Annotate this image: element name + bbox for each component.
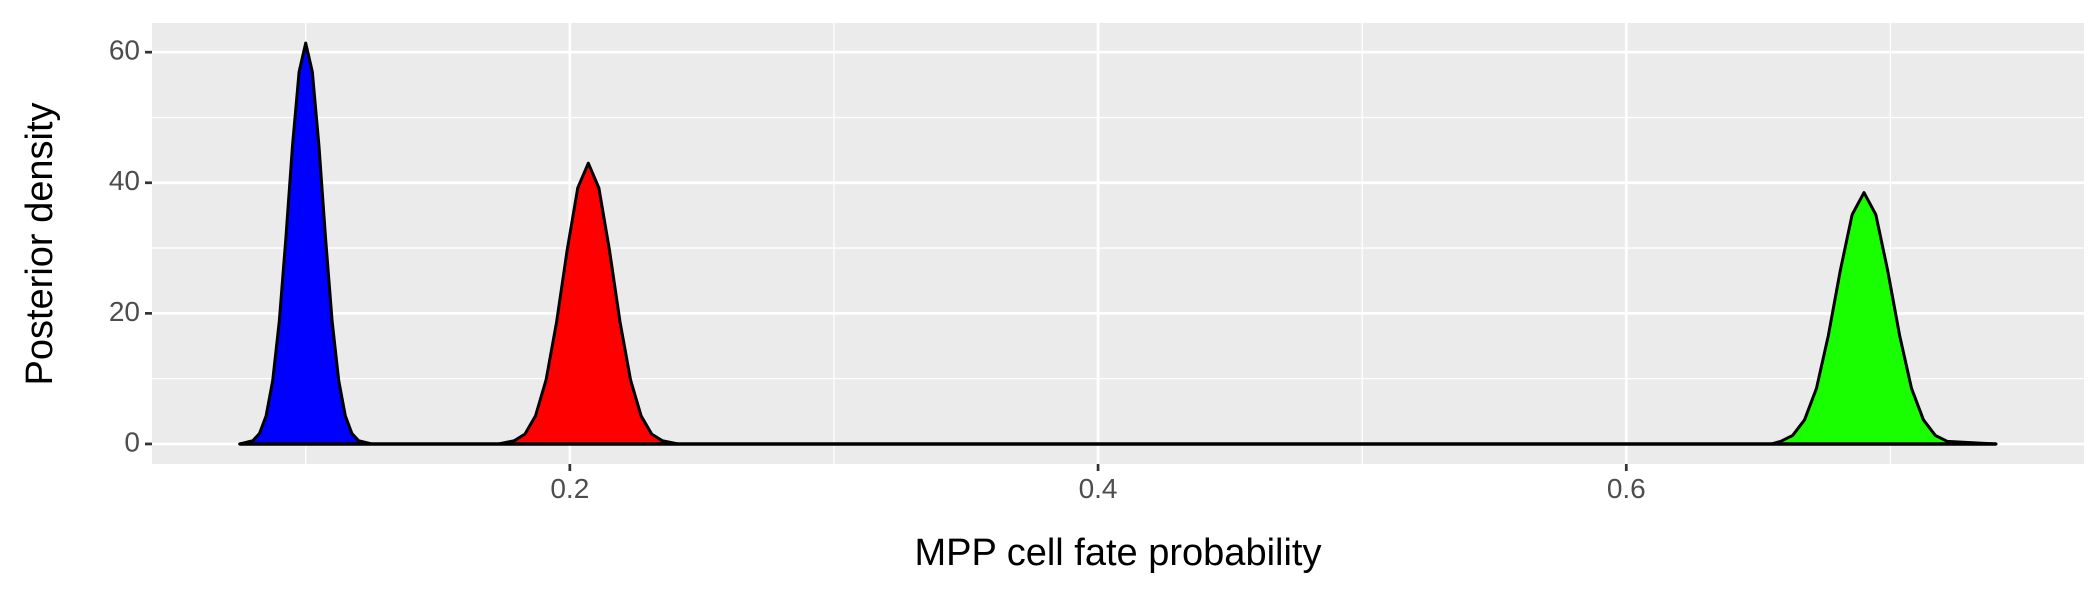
x-tick-label: 0.4 <box>1079 473 1118 504</box>
x-axis-title: MPP cell fate probability <box>915 532 1322 574</box>
y-axis-title: Posterior density <box>19 102 61 385</box>
density-area <box>497 161 680 446</box>
plot-panel <box>152 23 2084 464</box>
y-tick-label: 20 <box>109 296 140 327</box>
y-tick-label: 40 <box>109 165 140 196</box>
x-tick-label: 0.2 <box>550 473 589 504</box>
density-area <box>238 41 374 446</box>
x-tick-label: 0.6 <box>1607 473 1646 504</box>
y-tick-label: 0 <box>124 426 140 457</box>
y-tick-label: 60 <box>109 35 140 66</box>
density-area <box>1770 191 1998 446</box>
